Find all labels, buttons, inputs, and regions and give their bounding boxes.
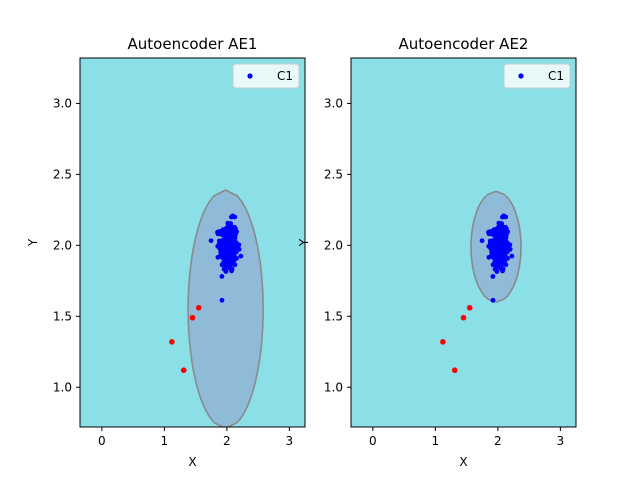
- c1-point: [229, 244, 235, 250]
- decision-region: [187, 189, 264, 427]
- y-tick-label: 2.5: [324, 167, 343, 181]
- c1-point: [487, 229, 493, 234]
- c1-point: [499, 231, 505, 237]
- c1-point: [223, 269, 229, 274]
- c1-point: [219, 297, 225, 303]
- y-tick-label: 2.5: [53, 167, 72, 181]
- y-axis-label: Y: [297, 238, 311, 247]
- c1-point: [479, 238, 485, 244]
- legend-marker: [247, 73, 253, 79]
- c1-point: [208, 238, 214, 244]
- c1-point: [233, 231, 238, 237]
- y-axis-label: Y: [26, 238, 40, 247]
- x-axis-label: X: [188, 455, 196, 469]
- c1-point: [232, 214, 238, 220]
- c1-point: [490, 273, 496, 279]
- c1-point: [229, 268, 234, 274]
- chart-title: Autoencoder AE2: [399, 35, 529, 53]
- y-tick-label: 1.5: [53, 309, 72, 323]
- axes-frame: [350, 57, 577, 428]
- c1-point: [503, 262, 509, 268]
- plot-background: [80, 58, 305, 427]
- c1-point: [497, 237, 503, 243]
- y-tick-label: 2.0: [53, 238, 72, 252]
- chart-title: Autoencoder AE1: [128, 35, 258, 53]
- c1-point: [500, 244, 506, 250]
- outlier-point: [460, 314, 467, 321]
- c1-point: [232, 262, 238, 268]
- x-tick-label: 0: [369, 434, 377, 448]
- y-tick-label: 1.0: [324, 380, 343, 394]
- outlier-point: [189, 314, 196, 321]
- x-tick-label: 3: [286, 434, 294, 448]
- c1-point: [228, 231, 234, 237]
- c1-point: [504, 231, 509, 237]
- c1-point: [492, 251, 498, 256]
- x-tick-label: 1: [432, 434, 440, 448]
- c1-point: [490, 297, 496, 303]
- y-tick-label: 2.0: [324, 238, 343, 252]
- c1-point: [215, 254, 221, 260]
- points-group: [169, 213, 244, 374]
- legend-box: [503, 63, 571, 89]
- subplot-ae1: 0 1 2 3 1.0 1.5 2.0 2.5 3.0 Autoencoder AE1 X Y C1: [26, 35, 306, 469]
- c1-point: [493, 232, 499, 238]
- c1-point: [238, 253, 244, 259]
- c1-point: [503, 214, 509, 220]
- outlier-point: [169, 339, 175, 345]
- c1-point: [500, 268, 505, 274]
- c1-point: [494, 245, 499, 251]
- c1-point: [223, 264, 229, 270]
- c1-point: [221, 251, 227, 256]
- c1-point: [494, 264, 500, 270]
- plot-background: [351, 58, 576, 427]
- legend-box: [232, 63, 300, 89]
- c1-point: [223, 245, 228, 251]
- legend: C1: [503, 63, 571, 89]
- c1-point: [497, 222, 503, 228]
- outlier-point: [180, 367, 187, 374]
- c1-point: [500, 257, 505, 263]
- y-tick-label: 1.0: [53, 380, 72, 394]
- c1-point: [226, 222, 232, 228]
- x-axis-label: X: [459, 455, 467, 469]
- x-tick-label: 1: [161, 434, 169, 448]
- c1-point: [216, 229, 222, 234]
- decision-region-group: [187, 189, 264, 427]
- outlier-point: [440, 339, 446, 345]
- points-group: [440, 213, 515, 374]
- c1-point: [494, 269, 500, 274]
- outlier-point: [195, 304, 202, 311]
- y-tick-label: 3.0: [53, 96, 72, 110]
- c1-point: [229, 257, 234, 263]
- legend: C1: [232, 63, 300, 89]
- c1-point: [486, 243, 492, 249]
- c1-point: [222, 232, 228, 238]
- c1-point: [226, 237, 232, 243]
- c1-point: [502, 238, 508, 243]
- x-tick-label: 0: [98, 434, 106, 448]
- axes-frame: [79, 57, 306, 428]
- y-tick-label: 1.5: [324, 309, 343, 323]
- c1-point: [215, 243, 221, 249]
- c1-point: [486, 254, 492, 260]
- c1-point: [487, 238, 493, 244]
- subplot-ae2: 0 1 2 3 1.0 1.5 2.0 2.5 3.0 Autoencoder AE2 X Y C1: [297, 35, 577, 469]
- y-tick-label: 3.0: [324, 96, 343, 110]
- c1-point: [509, 253, 515, 259]
- x-tick-label: 2: [494, 434, 502, 448]
- x-tick-label: 3: [557, 434, 565, 448]
- c1-point: [506, 244, 512, 249]
- c1-point: [231, 238, 237, 243]
- outlier-point: [451, 367, 458, 374]
- c1-point: [235, 244, 241, 249]
- c1-point: [219, 273, 225, 279]
- c1-point: [216, 238, 222, 244]
- x-tick-label: 2: [223, 434, 231, 448]
- outlier-point: [466, 304, 473, 311]
- legend-label: C1: [548, 69, 564, 83]
- legend-marker: [518, 73, 524, 79]
- legend-label: C1: [277, 69, 293, 83]
